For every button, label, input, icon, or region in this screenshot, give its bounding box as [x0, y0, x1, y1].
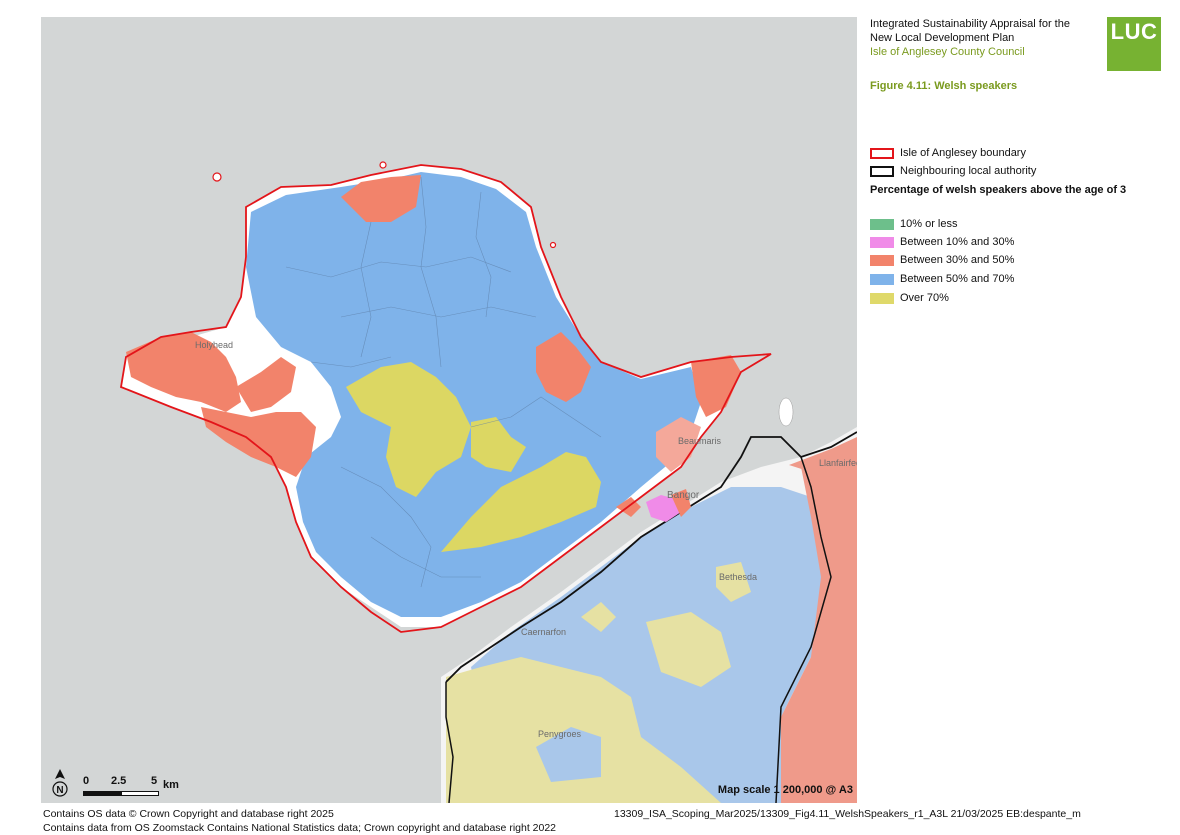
legend-panel: Integrated Sustainability Appraisal for … [858, 0, 1180, 835]
legend-swatch-30-50 [870, 254, 894, 266]
place-label-beaumaris: Beaumaris [678, 436, 722, 446]
legend-item-over-70: Over 70% [870, 291, 949, 305]
legend-item-neighbouring-authority: Neighbouring local authority [870, 164, 1036, 178]
islet-3 [549, 241, 557, 249]
mainland-zone-yellow-mid [646, 612, 731, 687]
legend-swatch-50-70 [870, 273, 894, 285]
islet-1 [379, 161, 387, 169]
report-title-line1: Integrated Sustainability Appraisal for … [870, 18, 1070, 30]
anglesey-zone-yellow-south [441, 452, 601, 552]
anglesey-zone-red-west [236, 357, 296, 412]
scale-unit: km [163, 779, 179, 791]
client-name: Isle of Anglesey County Council [870, 46, 1025, 58]
legend-item-anglesey-boundary: Isle of Anglesey boundary [870, 146, 1026, 160]
figure-title: Figure 4.11: Welsh speakers [870, 80, 1018, 92]
report-title-line2: New Local Development Plan [870, 32, 1015, 44]
legend-label-10-or-less: 10% or less [900, 218, 958, 230]
footer-copyright-zoomstack: Contains data from OS Zoomstack Contains… [43, 822, 557, 834]
neighbour-boundary-west [445, 682, 454, 803]
map-drawing [119, 161, 857, 803]
scale-tick-2-5: 2.5 [111, 775, 127, 787]
anglesey-zone-red-holyhead [126, 332, 241, 412]
anglesey-zone-red-north [341, 175, 421, 222]
place-label-bethesda: Bethesda [719, 572, 758, 582]
map-scale-text: Map scale 1 200,000 @ A3 [717, 784, 853, 796]
mainland-zone-yellow-south [446, 657, 721, 803]
anglesey-zone-red-east [536, 332, 591, 402]
legend-item-10-30: Between 10% and 30% [870, 235, 1014, 249]
neighbour-boundary-east [775, 456, 832, 803]
svg-text:N: N [56, 785, 63, 796]
scale-tick-5: 5 [151, 775, 158, 787]
place-label-caernarfon: Caernarfon [521, 627, 567, 637]
legend-item-10-or-less: 10% or less [870, 217, 957, 231]
anglesey-zone-yellow-mid [471, 417, 526, 472]
legend-swatch-over-70 [870, 292, 894, 304]
legend-item-50-70: Between 50% and 70% [870, 272, 1014, 286]
anglesey-zone-red-sw [201, 407, 316, 477]
anglesey-zone-red-ne [691, 355, 741, 417]
mainland-zone-red-east [781, 447, 857, 803]
zone-pink-bangor [646, 495, 681, 522]
place-label-bangor: Bangor [667, 490, 700, 501]
legend-swatch-anglesey-boundary [870, 147, 894, 159]
place-label-holyhead: Holyhead [195, 340, 234, 350]
scale-tick-0: 0 [83, 775, 90, 787]
legend-label-neighbouring-authority: Neighbouring local authority [900, 165, 1037, 177]
mainland-zone-red-llanfair [789, 437, 857, 472]
legend-label-over-70: Over 70% [900, 292, 949, 304]
footer-copyright-os: Contains OS data © Crown Copyright and d… [43, 808, 334, 820]
ward-lines [285, 176, 602, 588]
mainland-zone-yellow-bethesda [716, 562, 751, 602]
legend-label-50-70: Between 50% and 70% [900, 273, 1015, 285]
legend-label-anglesey-boundary: Isle of Anglesey boundary [900, 147, 1026, 159]
anglesey-boundary [119, 164, 772, 633]
legend-swatch-10-or-less [870, 218, 894, 230]
puffin-island [778, 397, 794, 427]
mainland-zone-blue-south [536, 727, 601, 782]
place-label-llanfairfechan: Llanfairfechan [819, 458, 857, 468]
luc-logo: LUC [1107, 17, 1161, 71]
legend-heading: Percentage of welsh speakers above the a… [870, 184, 1127, 196]
scale-bar: 0 2.5 5 km [83, 775, 193, 801]
anglesey-zone-yellow-centre [346, 362, 471, 497]
map-canvas[interactable]: Holyhead Beaumaris Bangor Llanfairfechan… [41, 17, 857, 803]
zone-red-bangor [671, 489, 691, 517]
mainland-zone-yellow-small [581, 602, 616, 632]
north-arrow-icon: N [49, 769, 71, 799]
place-label-penygroes: Penygroes [538, 729, 582, 739]
anglesey-zone-red-beaumaris [656, 417, 701, 472]
legend-item-30-50: Between 30% and 50% [870, 253, 1014, 267]
scale-bar-white [121, 791, 159, 796]
legend-swatch-10-30 [870, 236, 894, 248]
legend-swatch-neighbouring-authority [870, 165, 894, 177]
legend-label-30-50: Between 30% and 50% [900, 254, 1015, 266]
footer-file-reference: 13309_ISA_Scoping_Mar2025/13309_Fig4.11_… [614, 808, 1081, 820]
islet-2 [212, 172, 222, 182]
legend-label-10-30: Between 10% and 30% [900, 236, 1015, 248]
scale-bar-black [83, 791, 121, 796]
